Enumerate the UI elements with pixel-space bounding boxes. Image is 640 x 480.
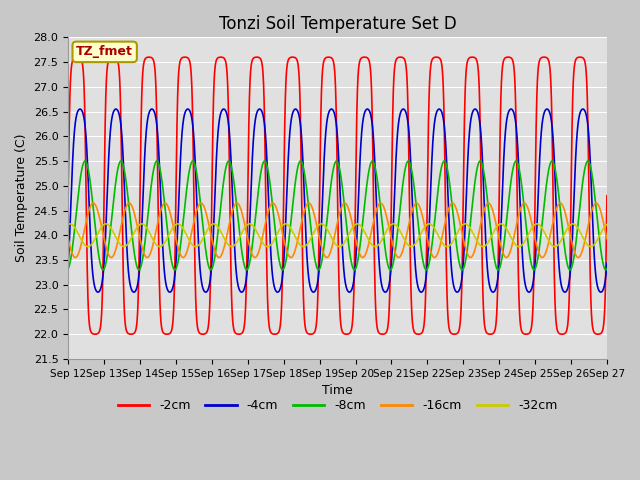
Y-axis label: Soil Temperature (C): Soil Temperature (C): [15, 134, 28, 263]
Text: TZ_fmet: TZ_fmet: [76, 46, 133, 59]
Legend: -2cm, -4cm, -8cm, -16cm, -32cm: -2cm, -4cm, -8cm, -16cm, -32cm: [113, 394, 563, 417]
X-axis label: Time: Time: [322, 384, 353, 397]
Title: Tonzi Soil Temperature Set D: Tonzi Soil Temperature Set D: [219, 15, 456, 33]
